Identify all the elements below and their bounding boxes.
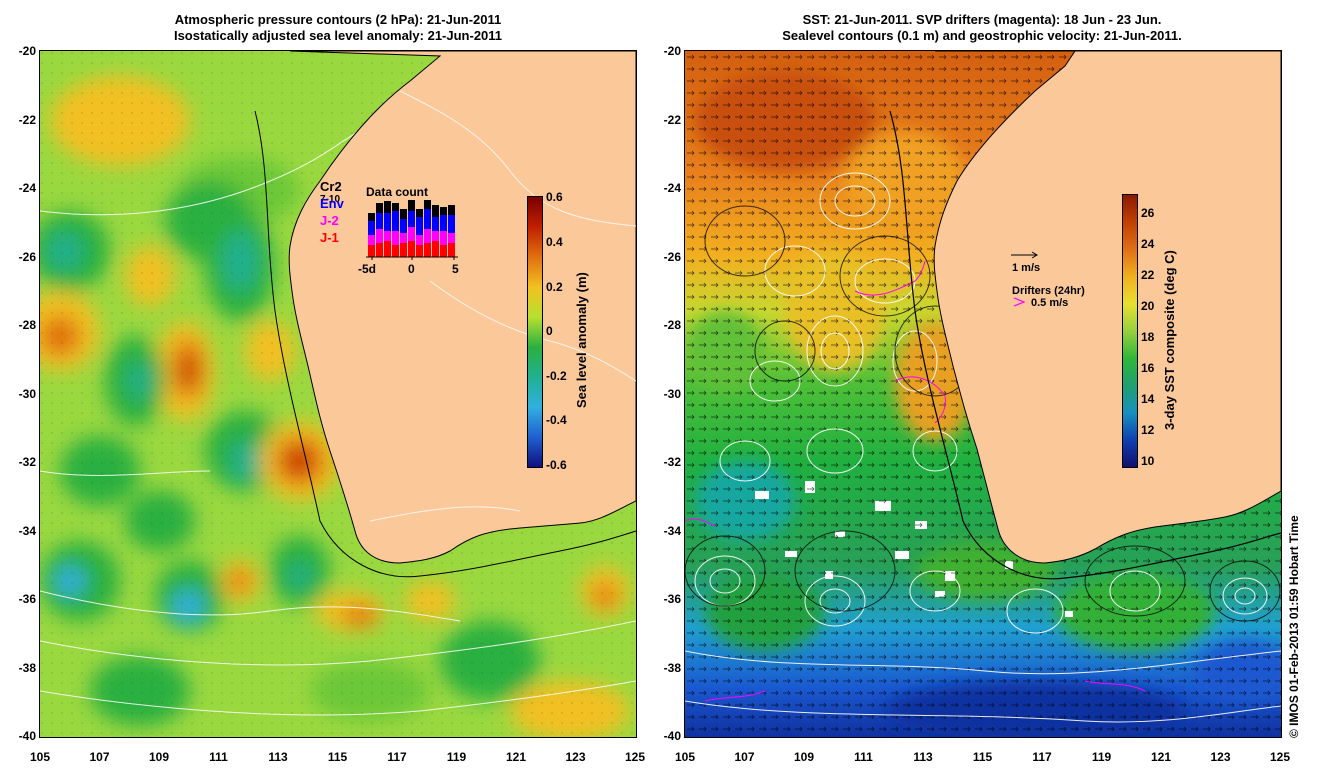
data-count-tick-zero: 0 bbox=[408, 262, 415, 276]
colorbar-tick: 18 bbox=[1141, 330, 1155, 344]
australia-landmass bbox=[933, 51, 1281, 564]
satellite-extra-label: 7-10 bbox=[320, 194, 341, 205]
right-title-line1: SST: 21-Jun-2011. SVP drifters (magenta)… bbox=[802, 12, 1162, 27]
y-tick-label: -22 bbox=[663, 112, 681, 127]
colorbar-tick: 0.6 bbox=[546, 190, 563, 204]
x-tick-label: 113 bbox=[913, 750, 933, 764]
colorbar-tick: -0.4 bbox=[546, 413, 567, 427]
x-tick-label: 121 bbox=[505, 750, 527, 764]
y-tick-label: -24 bbox=[18, 181, 36, 195]
y-tick-label: -28 bbox=[663, 318, 681, 332]
y-tick-label: -32 bbox=[18, 455, 36, 469]
x-tick-label: 117 bbox=[387, 750, 407, 764]
x-tick-label: 119 bbox=[1091, 750, 1112, 764]
x-tick-label: 105 bbox=[29, 750, 51, 764]
colorbar-tick: 12 bbox=[1141, 423, 1155, 437]
y-tick-label: -30 bbox=[663, 386, 681, 401]
x-tick-label: 109 bbox=[793, 750, 815, 764]
left-title-line1: Atmospheric pressure contours (2 hPa): 2… bbox=[174, 12, 502, 27]
x-tick-label: 121 bbox=[1150, 750, 1172, 764]
data-count-title: Data count bbox=[366, 185, 429, 199]
colorbar-tick: 14 bbox=[1141, 392, 1155, 406]
sst-map[interactable] bbox=[684, 50, 1282, 738]
imos-credit: © IMOS 01-Feb-2013 01:59 Hobart Time bbox=[1287, 515, 1301, 738]
colorbar-tick: 24 bbox=[1141, 237, 1155, 251]
colorbar-tick: 22 bbox=[1141, 268, 1155, 282]
x-tick-label: 107 bbox=[734, 750, 755, 764]
left-title-line2: Isostatically adjusted sea level anomaly… bbox=[173, 28, 503, 43]
x-tick-label: 119 bbox=[446, 750, 467, 764]
satellite-label-j1: J-1 bbox=[320, 230, 339, 245]
drifter-scale-marker bbox=[1013, 297, 1026, 307]
colorbar-tick: -0.2 bbox=[546, 369, 567, 383]
drifters-scale-label: 0.5 m/s bbox=[1031, 297, 1069, 309]
y-tick-label: -22 bbox=[18, 112, 36, 127]
y-tick-label: -36 bbox=[18, 592, 36, 606]
sst-colorbar-label: 3-day SST composite (deg C) bbox=[1162, 250, 1177, 430]
colorbar-tick: 0.4 bbox=[546, 235, 563, 249]
colorbar-tick: 0 bbox=[546, 324, 553, 338]
data-count-tick-start: -5d bbox=[358, 262, 376, 276]
y-tick-label: -40 bbox=[663, 729, 681, 743]
velocity-scale-label: 1 m/s bbox=[1012, 262, 1041, 274]
colorbar-tick: 0.2 bbox=[546, 280, 563, 294]
y-tick-label: -40 bbox=[18, 729, 36, 743]
y-tick-label: -38 bbox=[18, 660, 36, 675]
colorbar-tick: 26 bbox=[1141, 206, 1155, 220]
x-tick-label: 109 bbox=[148, 750, 170, 764]
y-tick-label: -20 bbox=[18, 44, 36, 58]
right-title-line2: Sealevel contours (0.1 m) and geostrophi… bbox=[782, 28, 1182, 43]
colorbar-tick: -0.6 bbox=[546, 458, 567, 472]
data-count-histogram bbox=[366, 200, 458, 260]
y-tick-label: -20 bbox=[663, 44, 681, 58]
satellite-label-cr2: Cr2 bbox=[320, 179, 342, 194]
y-tick-label: -26 bbox=[18, 249, 36, 264]
x-tick-label: 107 bbox=[89, 750, 110, 764]
colorbar-tick: 20 bbox=[1141, 299, 1155, 313]
australia-landmass bbox=[288, 51, 636, 564]
velocity-scale-arrow bbox=[1011, 251, 1038, 259]
x-tick-label: 111 bbox=[854, 750, 873, 764]
y-tick-label: -34 bbox=[663, 523, 681, 538]
y-tick-label: -36 bbox=[663, 592, 681, 606]
x-tick-label: 123 bbox=[565, 750, 586, 764]
y-tick-label: -38 bbox=[663, 660, 681, 675]
y-tick-label: -32 bbox=[663, 455, 681, 469]
x-tick-label: 125 bbox=[1269, 750, 1291, 764]
satellite-label-env: Env bbox=[320, 196, 344, 211]
colorbar-tick: 10 bbox=[1141, 454, 1155, 468]
x-tick-label: 123 bbox=[1210, 750, 1231, 764]
y-tick-label: -28 bbox=[18, 318, 36, 332]
x-tick-label: 105 bbox=[674, 750, 696, 764]
drifters-label: Drifters (24hr) bbox=[1012, 285, 1085, 297]
x-tick-label: 113 bbox=[268, 750, 288, 764]
x-tick-label: 125 bbox=[624, 750, 646, 764]
x-tick-label: 117 bbox=[1032, 750, 1052, 764]
y-tick-label: -34 bbox=[18, 523, 36, 538]
data-count-tick-end: 5 bbox=[452, 262, 459, 276]
x-tick-label: 111 bbox=[209, 750, 228, 764]
y-tick-label: -30 bbox=[18, 386, 36, 401]
colorbar-tick: 16 bbox=[1141, 361, 1155, 375]
satellite-label-j2: J-2 bbox=[320, 213, 339, 228]
x-tick-label: 115 bbox=[972, 750, 993, 764]
y-tick-label: -24 bbox=[663, 181, 681, 195]
x-tick-label: 115 bbox=[327, 750, 348, 764]
sea-level-colorbar-label: Sea level anomaly (m) bbox=[574, 272, 589, 408]
sea-level-colorbar bbox=[527, 196, 543, 468]
y-tick-label: -26 bbox=[663, 249, 681, 264]
sea-level-anomaly-map[interactable] bbox=[39, 50, 637, 738]
sst-colorbar bbox=[1122, 194, 1138, 468]
